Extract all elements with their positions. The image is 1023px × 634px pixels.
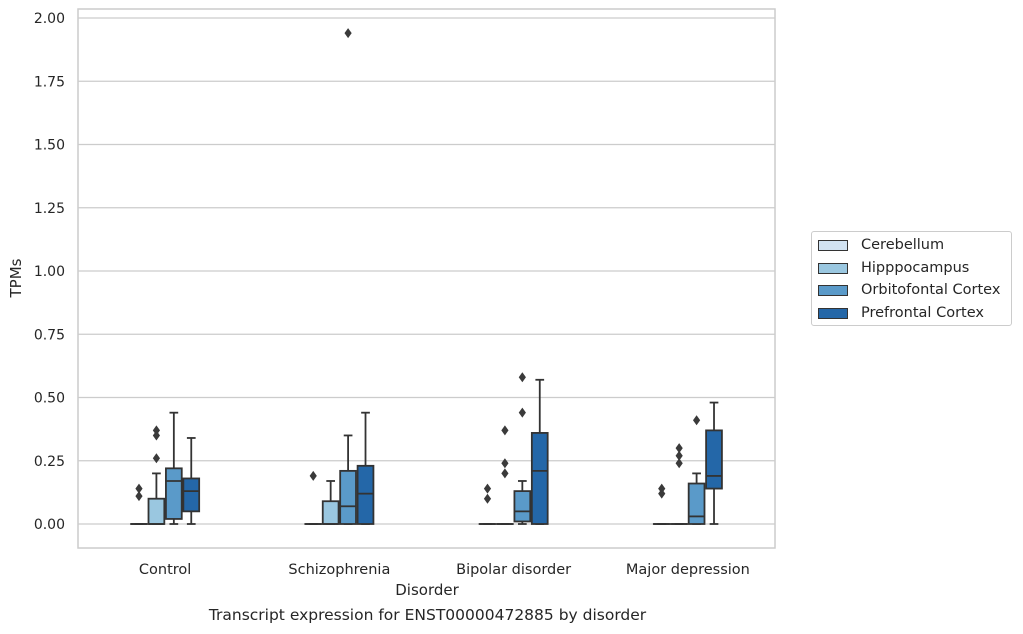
legend-label: Prefrontal Cortex bbox=[861, 305, 984, 321]
outlier-point bbox=[675, 458, 683, 469]
box bbox=[687, 482, 706, 525]
chart-caption: Transcript expression for ENST0000047288… bbox=[208, 606, 647, 624]
plot-frame bbox=[77, 8, 776, 549]
box bbox=[165, 467, 183, 520]
x-tick-label: Major depression bbox=[626, 562, 750, 578]
grid-lines bbox=[78, 17, 775, 525]
legend-item: Hipppocampus bbox=[818, 258, 969, 278]
outlier-point bbox=[152, 425, 161, 436]
box bbox=[182, 477, 201, 513]
legend-label: Hipppocampus bbox=[861, 260, 970, 276]
box bbox=[705, 429, 723, 490]
x-tick-label: Control bbox=[139, 562, 191, 578]
y-tick-label: 1.75 bbox=[34, 74, 65, 90]
y-tick-label: 1.00 bbox=[34, 264, 65, 280]
boxplots bbox=[130, 28, 723, 525]
y-tick-label: 0.00 bbox=[34, 517, 65, 533]
y-tick-label: 0.25 bbox=[34, 454, 65, 470]
x-tick-labels: Control Schizophrenia Bipolar disorder Majo… bbox=[139, 562, 750, 578]
y-axis-label: TPMs bbox=[7, 258, 25, 298]
box bbox=[321, 500, 340, 525]
y-tick-labels: 0.00 0.25 0.50 0.75 1.00 1.25 1.50 1.75 2.00 bbox=[34, 11, 65, 533]
legend-swatch bbox=[818, 239, 848, 251]
y-tick-label: 0.75 bbox=[34, 327, 65, 343]
outlier-point bbox=[483, 493, 492, 504]
outlier-point bbox=[658, 483, 666, 494]
outlier-point bbox=[344, 28, 352, 39]
legend-label: Cerebellum bbox=[861, 237, 945, 253]
y-tick-label: 1.25 bbox=[34, 201, 65, 217]
outlier-point bbox=[658, 488, 666, 499]
box bbox=[356, 464, 375, 525]
outlier-point bbox=[501, 458, 509, 469]
outlier-point bbox=[309, 470, 317, 481]
outlier-point bbox=[152, 453, 161, 464]
outlier-point bbox=[518, 407, 526, 418]
legend-swatch bbox=[818, 307, 848, 319]
outlier-point bbox=[675, 443, 683, 454]
legend-label: Orbitofontal Cortex bbox=[861, 282, 1001, 298]
outlier-point bbox=[483, 483, 492, 494]
x-tick-label: Schizophrenia bbox=[288, 562, 390, 578]
outlier-point bbox=[152, 430, 161, 441]
legend-item: Cerebellum bbox=[818, 235, 944, 255]
box bbox=[530, 432, 549, 525]
legend-swatch bbox=[818, 262, 848, 274]
box bbox=[513, 490, 532, 523]
y-tick-label: 0.50 bbox=[34, 391, 65, 407]
outlier-point bbox=[518, 372, 526, 383]
legend: Cerebellum Hipppocampus Orbitofontal Cor… bbox=[811, 231, 1012, 326]
y-tick-label: 1.50 bbox=[34, 138, 65, 154]
outlier-point bbox=[135, 491, 143, 502]
outlier-point bbox=[501, 468, 509, 479]
outlier-point bbox=[135, 483, 143, 494]
outlier-point bbox=[692, 415, 701, 426]
outlier-point bbox=[675, 450, 683, 461]
x-tick-label: Bipolar disorder bbox=[456, 562, 571, 578]
legend-item: Prefrontal Cortex bbox=[818, 303, 984, 323]
box bbox=[339, 469, 357, 525]
outlier-point bbox=[501, 425, 509, 436]
x-axis-label: Disorder bbox=[395, 581, 459, 599]
box bbox=[147, 497, 166, 525]
legend-swatch bbox=[818, 284, 848, 296]
y-tick-label: 2.00 bbox=[34, 11, 65, 27]
legend-item: Orbitofontal Cortex bbox=[818, 280, 1000, 300]
